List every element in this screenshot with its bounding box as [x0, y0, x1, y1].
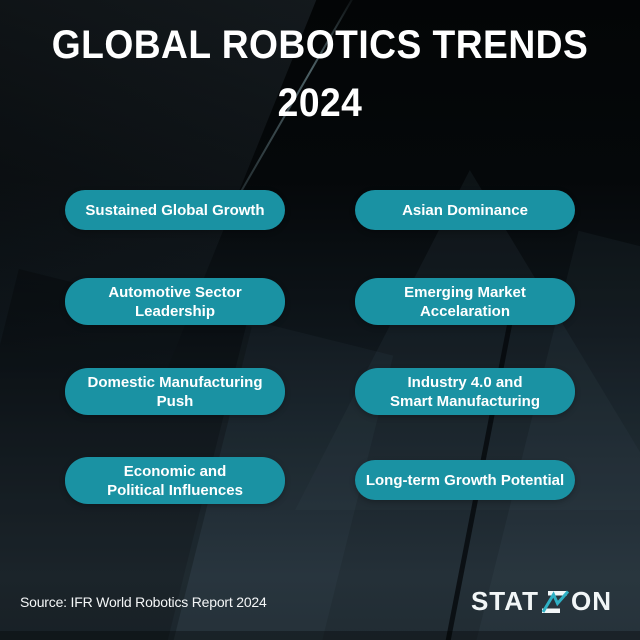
pill-label: Economic and — [123, 462, 227, 480]
pill-label: Long-term Growth Potential — [365, 471, 565, 489]
pill-domestic-manufacturing-push[interactable]: Domestic Manufacturing Push — [65, 368, 285, 415]
background-bottom-strip — [0, 631, 640, 640]
statzon-logo-text-right: ON — [571, 586, 612, 616]
pill-label: Sustained Global Growth — [85, 201, 265, 219]
pill-long-term-growth-potential[interactable]: Long-term Growth Potential — [355, 460, 575, 500]
pill-label: Domestic Manufacturing — [87, 373, 263, 391]
pill-asian-dominance[interactable]: Asian Dominance — [355, 190, 575, 230]
page-title-line-2: 2024 — [277, 81, 363, 125]
statzon-logo: STAT ON — [471, 586, 612, 617]
page-title: GLOBAL ROBOTICS TRENDS 2024 — [22, 16, 617, 132]
pill-sustained-global-growth[interactable]: Sustained Global Growth — [65, 190, 285, 230]
page-title-line-1: GLOBAL ROBOTICS TRENDS — [51, 23, 589, 67]
pill-industry-4-0-smart-manufacturing[interactable]: Industry 4.0 and Smart Manufacturing — [355, 368, 575, 415]
pill-automotive-sector-leadership[interactable]: Automotive Sector Leadership — [65, 278, 285, 325]
pill-label: Industry 4.0 and — [407, 373, 523, 391]
pill-label: Automotive Sector — [108, 283, 242, 301]
statzon-z-chart-icon — [539, 589, 571, 615]
pill-label: Political Influences — [107, 481, 243, 499]
pill-label: Leadership — [134, 302, 216, 320]
pill-emerging-market-accelaration[interactable]: Emerging Market Accelaration — [355, 278, 575, 325]
statzon-logo-text-left: STAT — [470, 586, 539, 616]
pill-label: Accelaration — [419, 302, 511, 320]
source-attribution: Source: IFR World Robotics Report 2024 — [20, 594, 267, 610]
pill-label: Push — [156, 392, 194, 410]
pill-label: Asian Dominance — [402, 201, 528, 219]
pill-label: Smart Manufacturing — [389, 392, 540, 410]
pill-label: Emerging Market — [404, 283, 526, 301]
pill-economic-and-political-influences[interactable]: Economic and Political Influences — [65, 457, 285, 504]
